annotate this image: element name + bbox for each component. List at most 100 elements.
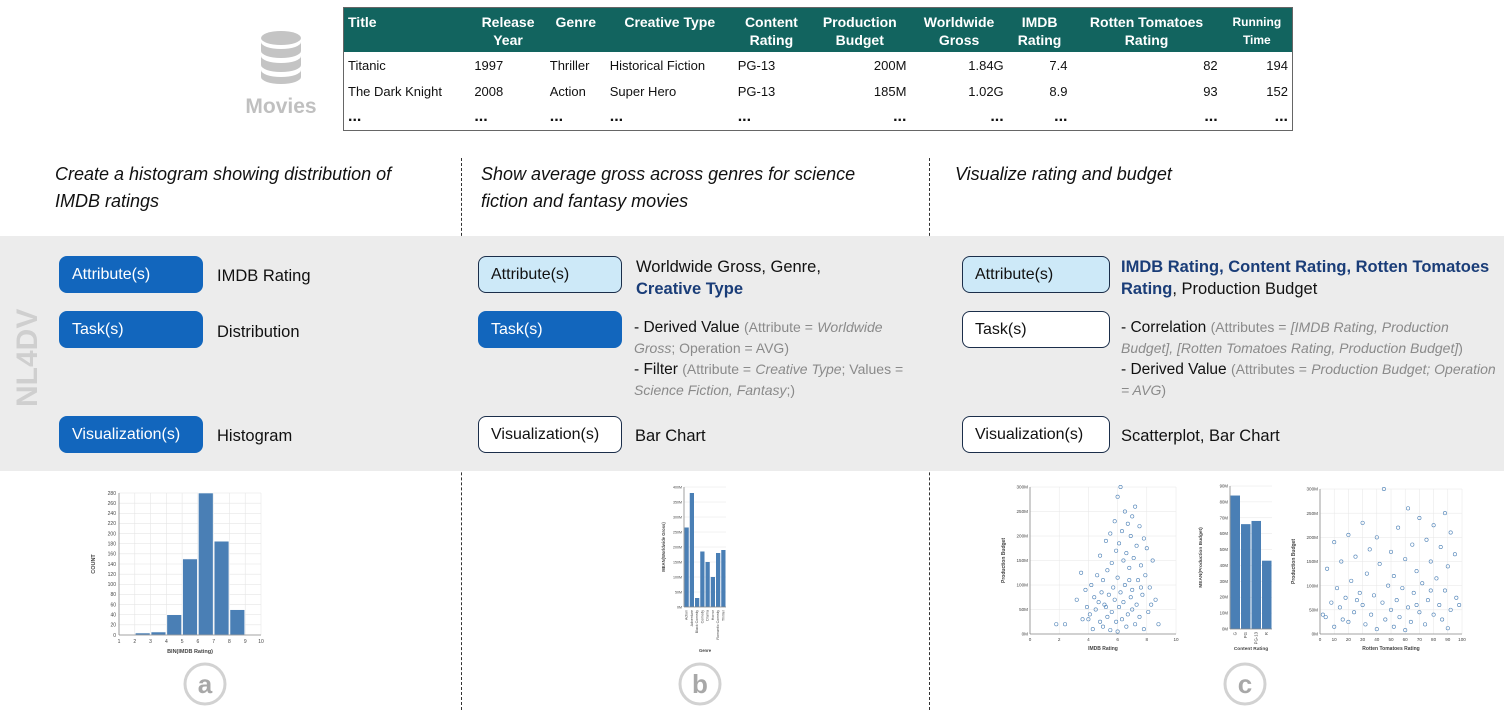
scatter-point [1087,612,1092,617]
scatter-point [1363,622,1368,627]
database-icon [261,31,301,84]
table-cell: ... [549,108,564,125]
column-header-line: IMDB [1021,14,1058,30]
scatter-point [1121,558,1126,563]
scatter-point [1093,607,1098,612]
task-main: - Filter [634,361,678,378]
scatter-point [1122,583,1127,588]
scatter-point [1386,583,1391,588]
scatter-point [1357,590,1362,595]
x-tick-label: 3 [149,639,152,645]
column-header-line: Title [348,14,377,30]
task-detail: ; Operation = AVG) [671,340,789,356]
scatter-point [1147,585,1152,590]
query-line: Create a histogram showing distribution … [55,164,392,184]
scatter-point [1125,521,1130,526]
table-row: Titanic 1997 Thriller Historical Fiction PG-… [344,52,1293,78]
y-tick-label: 200M [1307,535,1319,540]
attributes-plain: , Production Budget [1172,280,1318,298]
x-tick-label: 50 [1388,637,1394,642]
scatter-point [1084,605,1089,610]
table-header-row: Title Release Year Genre Creative Type Conten… [343,7,1293,52]
column-header-line: Genre [555,14,596,30]
bar-genre-gross-chart: 0M 50M 100M 150M 200M 250M 300M 350M 400M Action A… [661,486,726,653]
scatter-point [1381,487,1386,492]
scatter-point [1452,552,1457,557]
vis-value-c: Scatterplot, Bar Chart [1121,427,1280,445]
query-a: Create a histogram showing distribution … [55,161,455,215]
scatter-point [1136,578,1141,583]
table-cell: 194 [1266,57,1288,73]
bar [689,493,694,607]
scatter-point [1112,519,1117,524]
tasks-pill-b: Task(s) [478,311,622,348]
scatter-point [1099,590,1104,595]
scatter-point [1343,595,1348,600]
column-header: Genre [545,7,606,52]
scatter-point [1103,538,1108,543]
scatter-point [1137,524,1142,529]
x-tick-label: 10 [1332,637,1338,642]
y-tick-label: 300M [1307,487,1319,492]
scatter-point [1128,595,1133,600]
x-tick-label: 8 [1146,637,1149,642]
scatter-point [1138,563,1143,568]
scatter-point [1438,545,1443,550]
nl4dv-text: NL4DV [11,309,44,407]
scatter-point [1448,530,1453,535]
scatter-point [1445,564,1450,569]
x-tick-label: 100 [1458,637,1466,642]
scatter-point [1109,609,1114,614]
x-tick-label: Adventure [690,610,694,626]
scatter-point [1340,617,1345,622]
scatter-point [1457,603,1462,608]
table-cell: ... [893,108,907,125]
scatter-point [1346,619,1351,624]
y-tick-label: 250M [1307,511,1319,516]
scatter-point [1118,485,1123,490]
query-line: Show average gross across genres for sci… [481,164,856,184]
task-detail-italic: Science Fiction, Fantasy [634,382,787,398]
scatter-point [1403,557,1408,562]
task-main: - Derived Value [634,319,740,336]
attributes-plain: Worldwide Gross, Genre, [636,258,821,276]
scatter-point [1425,598,1430,603]
task-main: - Correlation [1121,319,1207,336]
y-tick-label: 40M [1220,563,1229,568]
y-tick-label: 400M [673,486,682,490]
scatter-point [1108,628,1113,633]
scatter-point [1054,622,1059,627]
y-tick-label: 300M [673,516,682,520]
histogram-bar [182,558,198,636]
scatter-point [1063,622,1068,627]
x-tick-label: 2 [1058,637,1061,642]
scatter-point [1408,619,1413,624]
pill-label: Task(s) [491,320,543,338]
scatter-point [1329,600,1334,605]
tasks-value-b: - Derived Value (Attribute = Worldwide G… [634,317,924,401]
scatter-point [1105,614,1110,619]
table-cell: 185M [873,83,907,99]
y-tick-label: 200M [1017,534,1029,539]
histogram-bar [150,631,167,636]
scatter-point [1434,576,1439,581]
x-tick-label: PG [1243,631,1248,638]
table-row: .............................. [344,104,1293,131]
letter-text: b [692,669,708,699]
task-detail: ;) [786,382,796,398]
tasks-pill-c: Task(s) [962,311,1110,348]
histogram-bar [213,540,230,636]
bar [1251,520,1261,629]
table-cell: 7.4 [1049,57,1068,73]
x-tick-label: 6 [1116,637,1119,642]
task-detail: (Attribute = [682,361,752,377]
table-cell: ... [609,108,624,125]
x-tick-label: PG-13 [1253,631,1258,644]
y-tick-label: 70M [1220,515,1229,520]
letter-text: c [1238,669,1252,699]
scatter-point [1086,617,1091,622]
scatter-point [1323,615,1328,620]
scatter-point [1089,583,1094,588]
scatter-point [1369,612,1374,617]
scatter-point [1101,624,1106,629]
